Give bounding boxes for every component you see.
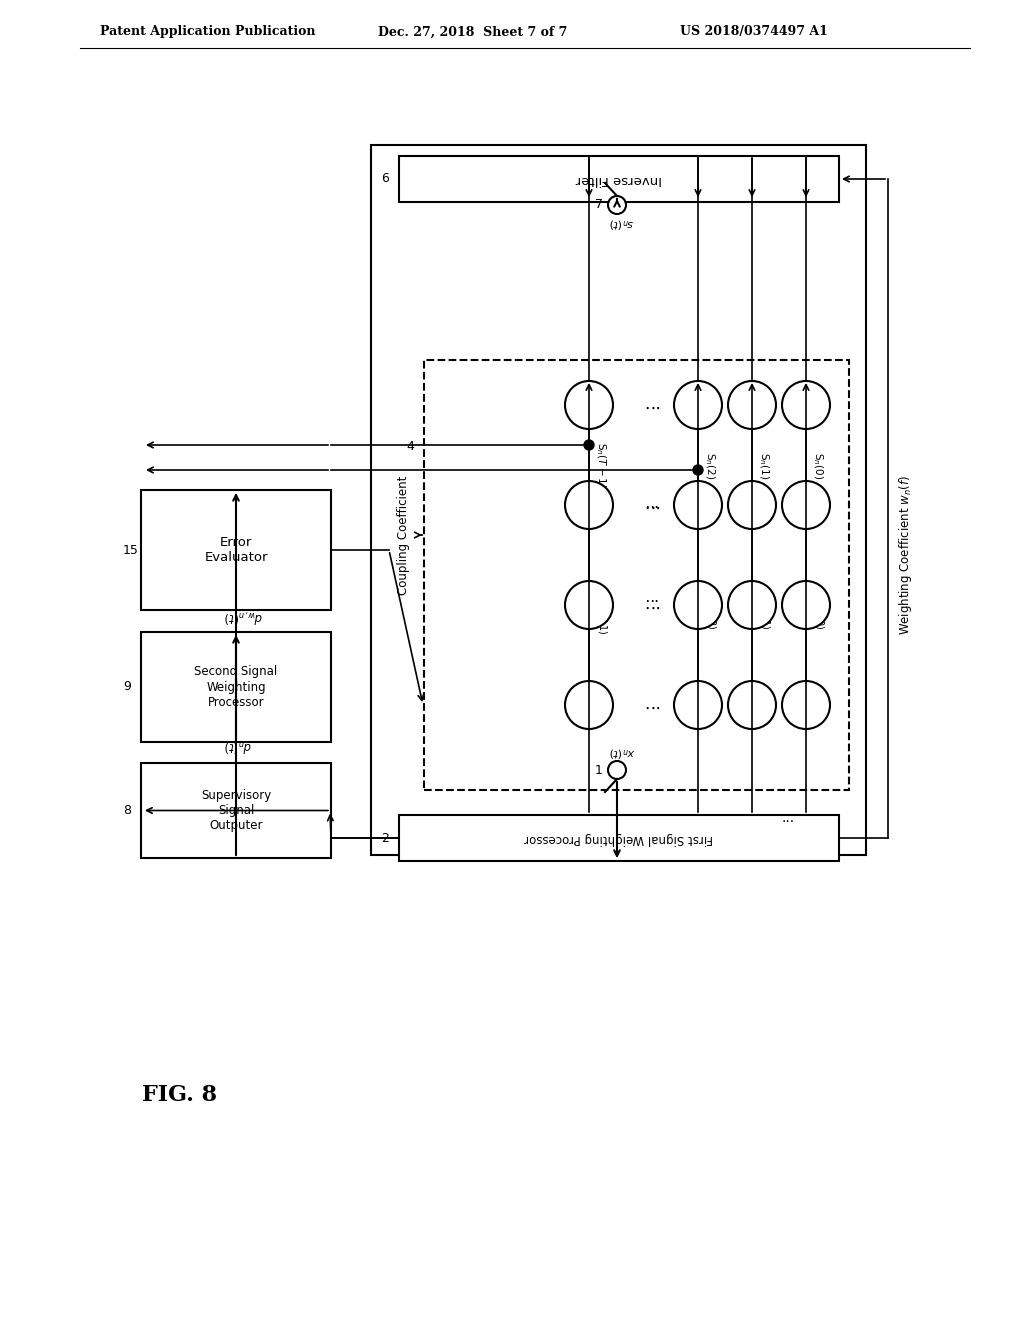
Text: Dec. 27, 2018  Sheet 7 of 7: Dec. 27, 2018 Sheet 7 of 7 [378, 25, 567, 38]
Text: Supervisory
Signal
Outputer: Supervisory Signal Outputer [201, 789, 271, 832]
Text: ···: ··· [642, 496, 656, 511]
Circle shape [782, 581, 830, 630]
Circle shape [782, 480, 830, 529]
Text: x_$_{w,n}$(2): x_$_{w,n}$(2) [703, 590, 718, 630]
Circle shape [565, 381, 613, 429]
Text: x_$_{w,n}$(0): x_$_{w,n}$(0) [811, 590, 825, 630]
Circle shape [608, 762, 626, 779]
Text: ···: ··· [640, 496, 657, 513]
Text: Coupling Coefficient: Coupling Coefficient [397, 475, 411, 595]
Text: Inverse Filter: Inverse Filter [575, 173, 663, 186]
Text: ···: ··· [640, 396, 657, 414]
Circle shape [782, 681, 830, 729]
Text: $d_{w,n}(t)$: $d_{w,n}(t)$ [224, 607, 263, 624]
Circle shape [565, 681, 613, 729]
Text: ···: ··· [640, 597, 657, 614]
Text: $s_n(t)$: $s_n(t)$ [609, 216, 634, 230]
Text: Patent Application Publication: Patent Application Publication [100, 25, 315, 38]
Circle shape [728, 581, 776, 630]
Bar [141, 632, 331, 742]
Text: 7: 7 [595, 198, 603, 211]
Text: US 2018/0374497 A1: US 2018/0374497 A1 [680, 25, 827, 38]
Text: 9: 9 [123, 681, 131, 693]
Circle shape [674, 480, 722, 529]
Text: 2: 2 [381, 832, 389, 845]
Circle shape [674, 381, 722, 429]
Text: 15: 15 [123, 544, 139, 557]
Text: S$_n$$(2)$: S$_n$$(2)$ [703, 451, 717, 479]
Text: 1: 1 [595, 763, 603, 776]
Text: S$_n$$(T-1)$: S$_n$$(T-1)$ [594, 442, 607, 488]
Text: 6: 6 [381, 173, 389, 186]
Bar [399, 814, 839, 861]
Text: 8: 8 [123, 804, 131, 817]
Circle shape [674, 681, 722, 729]
Text: x_$_{w,n}$(T-1): x_$_{w,n}$(T-1) [594, 586, 609, 635]
Bar [141, 763, 331, 858]
Circle shape [728, 381, 776, 429]
Circle shape [782, 381, 830, 429]
Text: x_$_{w,n}$(1): x_$_{w,n}$(1) [757, 590, 772, 630]
Text: $d_n(t)$: $d_n(t)$ [224, 737, 252, 752]
Bar [424, 360, 849, 789]
Text: Second Signal
Weighting
Processor: Second Signal Weighting Processor [195, 665, 278, 709]
Text: $x_n(t)$: $x_n(t)$ [609, 746, 635, 759]
Circle shape [584, 440, 594, 450]
Text: S$_n$$(0)$: S$_n$$(0)$ [811, 451, 824, 479]
Circle shape [565, 480, 613, 529]
Text: ···: ··· [642, 590, 656, 606]
Circle shape [674, 581, 722, 630]
Text: FIG. 8: FIG. 8 [142, 1084, 217, 1106]
Text: ···: ··· [640, 696, 657, 714]
Circle shape [728, 480, 776, 529]
Circle shape [728, 681, 776, 729]
Circle shape [565, 581, 613, 630]
Text: S$_n$$(1)$: S$_n$$(1)$ [757, 451, 771, 479]
Bar [141, 490, 331, 610]
Text: 4: 4 [406, 440, 414, 453]
Text: First Signal Weighting Processor: First Signal Weighting Processor [524, 832, 714, 845]
Circle shape [608, 195, 626, 214]
Circle shape [693, 465, 703, 475]
Text: ···: ··· [781, 816, 795, 829]
Text: Weighting Coefficient $w_n(f)$: Weighting Coefficient $w_n(f)$ [897, 475, 914, 635]
Bar [399, 156, 839, 202]
Bar [371, 145, 866, 855]
Text: Error
Evaluator: Error Evaluator [204, 536, 267, 564]
